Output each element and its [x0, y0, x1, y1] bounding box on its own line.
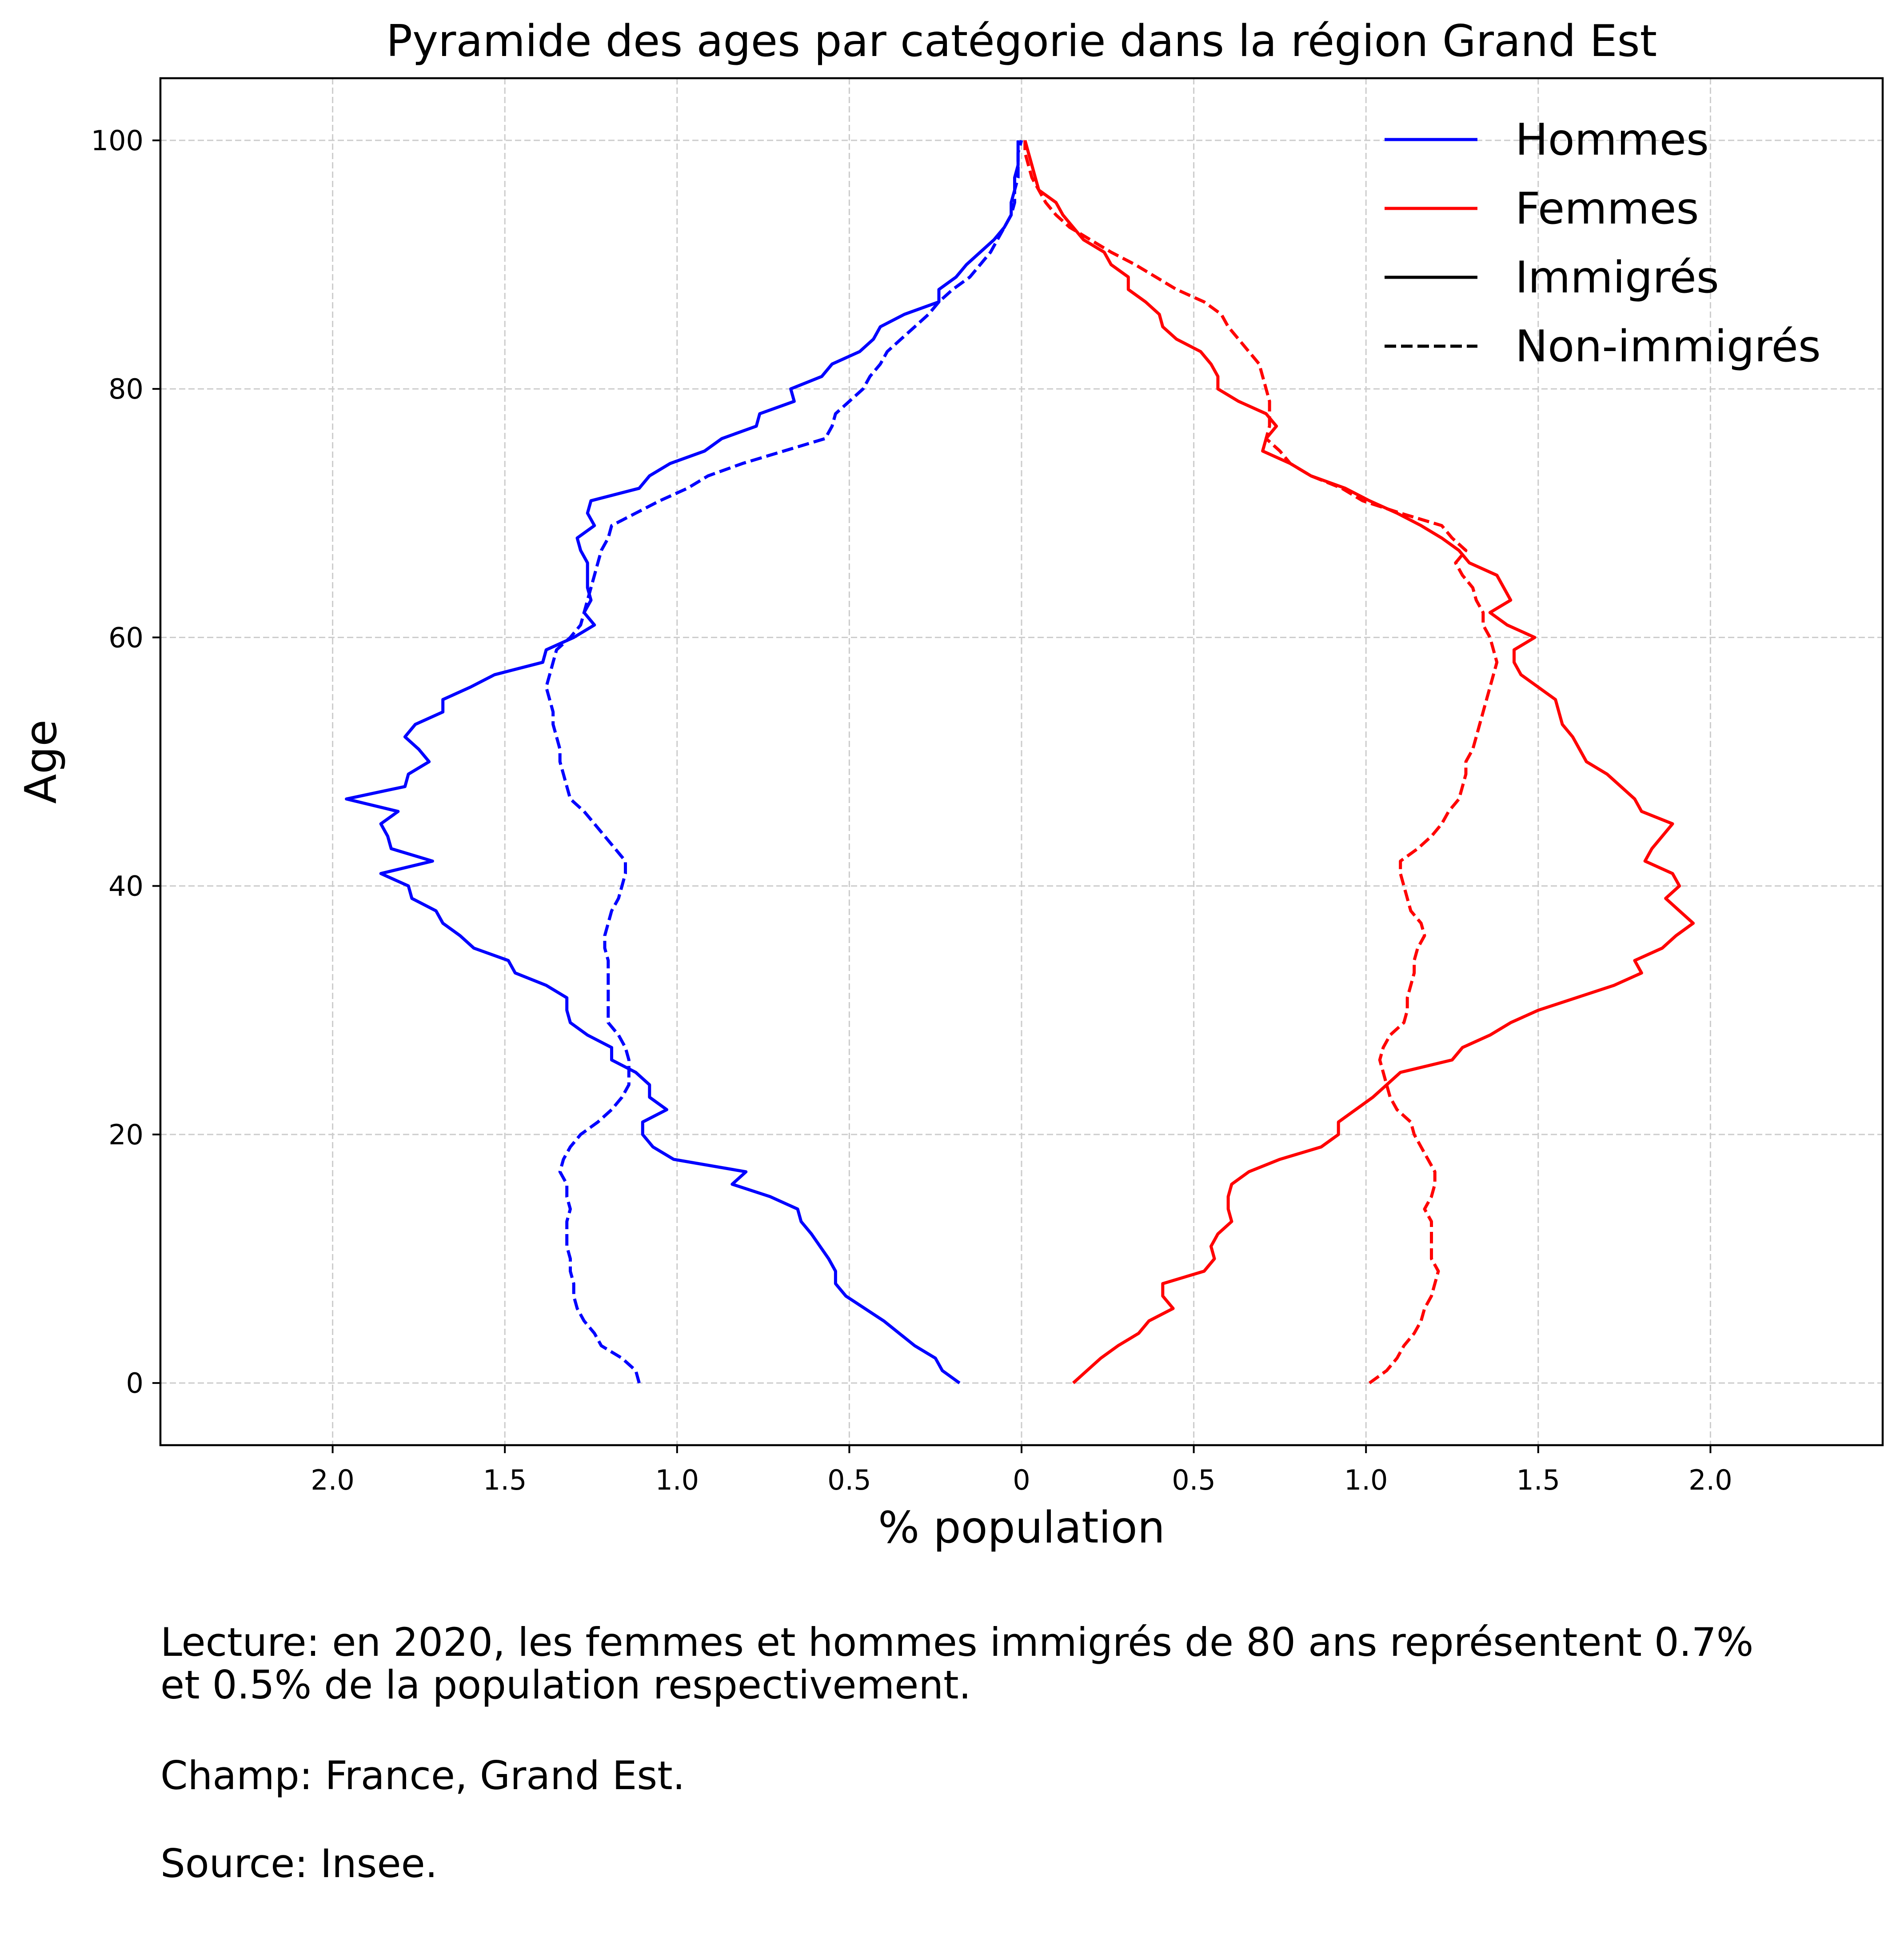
- y-tick-label: 20: [108, 1119, 144, 1151]
- series-line-4: [1023, 140, 1499, 1385]
- caption-source: Source: Insee.: [160, 1841, 438, 1886]
- x-tick-label: 0.5: [827, 1464, 871, 1496]
- y-axis-label: Age: [16, 719, 67, 804]
- chart-title: Pyramide des ages par catégorie dans la …: [386, 16, 1657, 67]
- x-tick-label: 2.0: [311, 1464, 355, 1496]
- x-axis-label: % population: [878, 1502, 1165, 1553]
- x-tick-label: 0: [1013, 1464, 1030, 1496]
- axis-ticks: 2.0 1.5 1.0 0.5 0 0.5 1.0 1.5 2.0 0 20 40 60 80 100: [91, 124, 1732, 1496]
- x-tick-label: 1.5: [1516, 1464, 1560, 1496]
- legend-label: Immigrés: [1515, 252, 1719, 303]
- legend-label: Femmes: [1515, 184, 1699, 234]
- age-pyramid-chart: Pyramide des ages par catégorie dans la …: [16, 16, 1884, 1553]
- x-tick-label: 1.0: [655, 1464, 699, 1496]
- y-tick-label: 100: [91, 124, 144, 157]
- series-line-3: [1023, 140, 1695, 1384]
- plot-series: [345, 140, 1695, 1385]
- x-tick-label: 2.0: [1688, 1464, 1732, 1496]
- x-tick-label: 1.0: [1344, 1464, 1388, 1496]
- y-tick-label: 40: [108, 870, 144, 903]
- y-tick-label: 80: [108, 373, 144, 405]
- x-tick-label: 1.5: [483, 1464, 527, 1496]
- series-line-1: [345, 140, 1020, 1385]
- y-tick-label: 60: [108, 621, 144, 654]
- legend-label: Non-immigrés: [1515, 321, 1821, 372]
- caption-champ: Champ: France, Grand Est.: [160, 1753, 685, 1798]
- x-tick-label: 0.5: [1172, 1464, 1216, 1496]
- y-tick-label: 0: [126, 1367, 144, 1399]
- caption-lecture-line-1: Lecture: en 2020, les femmes et hommes i…: [160, 1619, 1754, 1665]
- legend-label: Hommes: [1515, 115, 1709, 165]
- series-line-2: [544, 140, 1023, 1384]
- caption-lecture-line-2: et 0.5% de la population respectivement.: [160, 1662, 971, 1708]
- legend: Hommes Femmes Immigrés Non-immigrés: [1385, 115, 1821, 372]
